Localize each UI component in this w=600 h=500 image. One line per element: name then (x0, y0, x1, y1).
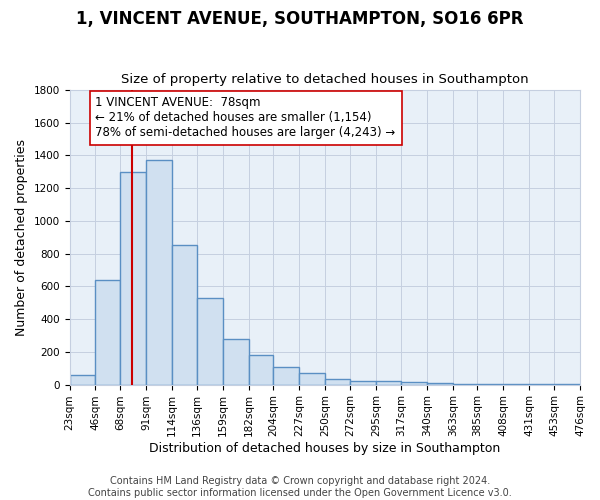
Bar (249, 355, 274, 384)
Bar (120, 172, 146, 384)
Bar (197, 298, 223, 384)
Bar (70, 375, 95, 384)
X-axis label: Distribution of detached houses by size in Southampton: Distribution of detached houses by size … (149, 442, 500, 455)
Bar (427, 383, 452, 384)
Bar (350, 380, 376, 384)
Text: 1, VINCENT AVENUE, SOUTHAMPTON, SO16 6PR: 1, VINCENT AVENUE, SOUTHAMPTON, SO16 6PR (76, 10, 524, 28)
Bar (401, 382, 427, 384)
Bar (299, 373, 325, 384)
Text: 1 VINCENT AVENUE:  78sqm
← 21% of detached houses are smaller (1,154)
78% of sem: 1 VINCENT AVENUE: 78sqm ← 21% of detache… (95, 96, 395, 140)
Bar (223, 339, 249, 384)
Bar (172, 246, 197, 384)
Y-axis label: Number of detached properties: Number of detached properties (15, 139, 28, 336)
Bar (325, 379, 350, 384)
Bar (146, 160, 172, 384)
Bar (274, 368, 299, 384)
Bar (376, 382, 401, 384)
Title: Size of property relative to detached houses in Southampton: Size of property relative to detached ho… (121, 73, 529, 86)
Bar (95, 280, 120, 384)
Text: Contains HM Land Registry data © Crown copyright and database right 2024.
Contai: Contains HM Land Registry data © Crown c… (88, 476, 512, 498)
